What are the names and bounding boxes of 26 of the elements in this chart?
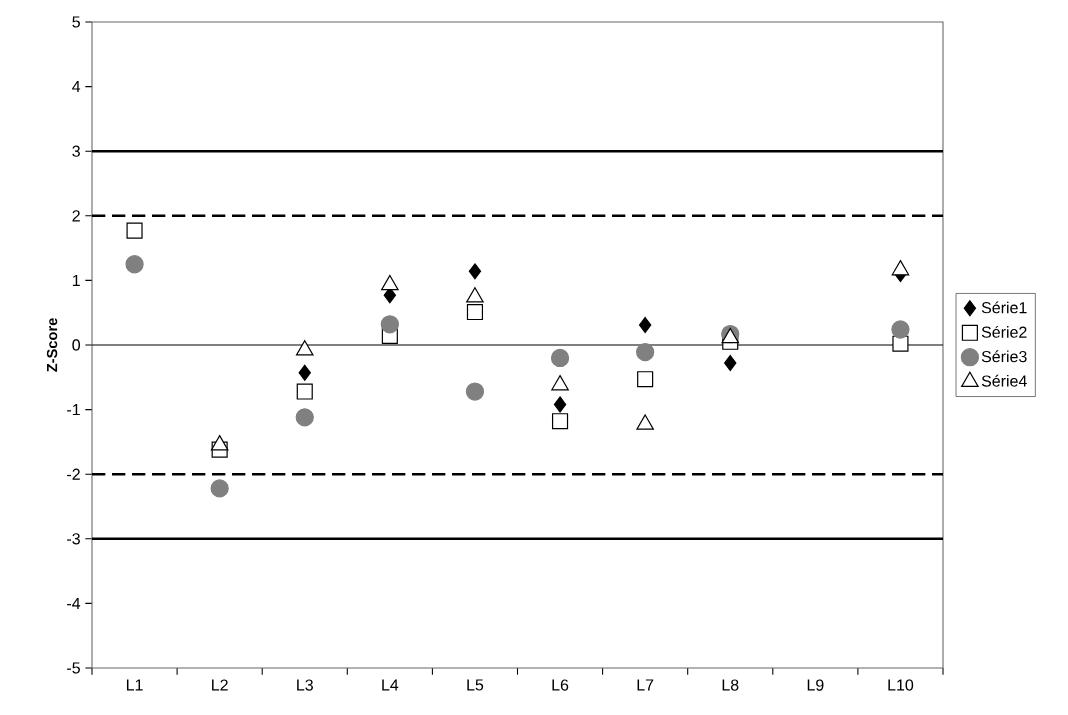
y-tick-label: -5 <box>67 662 80 674</box>
y-tick-label: -1 <box>67 404 80 416</box>
legend-label: Série3 <box>981 350 1027 363</box>
y-tick-label: 4 <box>72 81 81 93</box>
x-tick-label: L6 <box>552 679 569 691</box>
x-tick-label: L9 <box>807 679 824 691</box>
x-tick-label: L5 <box>467 679 484 691</box>
y-tick-label: -4 <box>67 597 81 609</box>
x-tick-label: L4 <box>382 679 399 691</box>
x-tick-label: L1 <box>126 679 143 691</box>
x-tick-label: L8 <box>722 679 739 691</box>
y-tick-label: 2 <box>72 210 80 222</box>
y-axis-title: Z-Score <box>46 318 58 372</box>
y-tick-label: -3 <box>67 533 80 545</box>
y-tick-label: 1 <box>72 274 80 286</box>
x-tick-label: L10 <box>888 679 914 691</box>
legend-label: Série1 <box>981 301 1027 314</box>
legend-label: Série2 <box>981 325 1027 338</box>
x-tick-label: L3 <box>297 679 313 691</box>
legend-label: Série4 <box>981 374 1027 387</box>
x-tick-label: L2 <box>212 679 228 691</box>
y-tick-label: -2 <box>67 468 80 480</box>
x-tick-label: L7 <box>637 679 654 691</box>
y-tick-label: 3 <box>72 145 80 157</box>
y-tick-label: 5 <box>72 16 80 28</box>
y-tick-label: 0 <box>72 339 81 351</box>
